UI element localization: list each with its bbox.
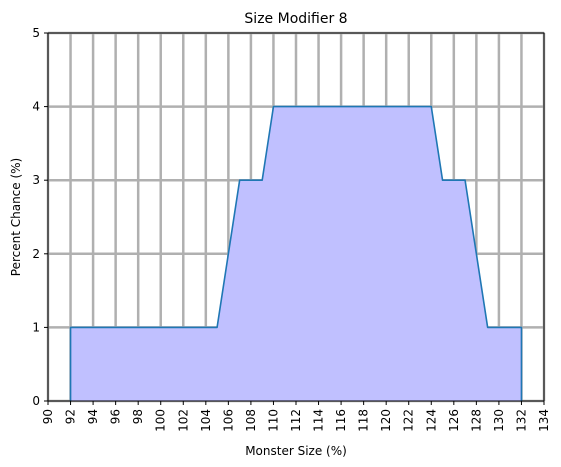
x-tick-label: 118 [357,409,371,432]
y-tick-label: 0 [32,394,40,408]
chart-title: Size Modifier 8 [244,11,347,27]
x-axis-title: Monster Size (%) [245,444,347,458]
x-tick-label: 106 [221,409,235,432]
x-tick-label: 98 [131,409,145,424]
x-tick-label: 110 [266,409,280,432]
x-tick-label: 108 [244,409,258,432]
axis-ticks: 90 92 94 96 98 100 102 104 106 108 110 112 114 116 118… [32,26,551,432]
y-tick-label: 3 [32,173,40,187]
y-tick-label: 4 [32,100,40,114]
x-tick-label: 102 [176,409,190,432]
x-tick-label: 100 [154,409,168,432]
y-tick-label: 5 [32,26,40,40]
x-tick-label: 114 [312,409,326,432]
x-tick-label: 104 [199,409,213,432]
x-tick-label: 90 [41,409,55,424]
x-tick-label: 92 [64,409,78,424]
x-tick-label: 94 [86,409,100,424]
y-axis-title: Percent Chance (%) [9,158,23,276]
x-tick-label: 122 [402,409,416,432]
x-tick-label: 132 [514,409,528,432]
x-tick-label: 112 [289,409,303,432]
x-tick-label: 126 [447,409,461,432]
y-tick-label: 1 [32,320,40,334]
x-tick-label: 124 [424,409,438,432]
x-tick-label: 120 [379,409,393,432]
x-tick-label: 130 [492,409,506,432]
x-tick-label: 134 [537,409,551,432]
series-layer [69,105,523,401]
x-tick-label: 128 [469,409,483,432]
x-tick-label: 116 [334,409,348,432]
x-tick-label: 96 [109,409,123,424]
series-line [69,105,523,401]
y-tick-label: 2 [32,247,40,261]
